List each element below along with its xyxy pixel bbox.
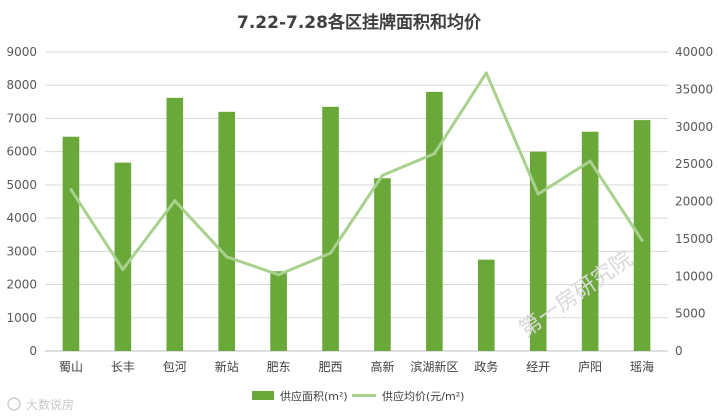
bar-政务 [477,259,495,351]
price-point-肥西 [329,251,333,255]
right-tick-label: 10000 [675,269,713,283]
line-series [69,71,644,277]
left-tick-label: 0 [29,344,37,358]
left-tick-label: 1000 [6,311,37,325]
category-label: 瑶海 [630,359,654,374]
category-label: 肥西 [319,360,343,374]
bar-经开 [529,151,547,351]
category-label: 肥东 [267,360,291,374]
left-tick-label: 4000 [6,211,37,225]
category-label: 政务 [474,359,498,374]
legend: 供应面积(m²) 供应均价(元/m²) [252,389,464,403]
brand-logo-icon [7,397,21,411]
price-point-政务 [484,71,488,75]
price-point-庐阳 [588,159,592,163]
bar-包河 [166,97,184,351]
bar-新站 [218,111,236,351]
bar-蜀山 [62,136,80,351]
left-tick-label: 2000 [6,278,37,292]
category-label: 蜀山 [59,360,83,374]
price-point-肥东 [277,273,281,277]
price-point-高新 [380,173,384,177]
right-tick-label: 30000 [675,120,713,134]
price-point-经开 [536,192,540,196]
right-tick-label: 20000 [675,195,713,209]
right-tick-label: 5000 [675,307,706,321]
price-point-滨湖新区 [432,152,436,156]
bar-肥东 [270,271,287,351]
bar-滨湖新区 [426,91,443,351]
gridlines [45,51,668,319]
bar-瑶海 [633,120,651,351]
right-tick-label: 40000 [675,45,713,59]
legend-label-area: 供应面积(m²) [280,389,348,403]
price-line [69,71,644,277]
right-tick-label: 15000 [675,232,713,246]
bar-高新 [374,178,391,351]
right-tick-label: 25000 [675,157,713,171]
price-point-瑶海 [640,238,644,242]
price-point-长丰 [121,268,125,272]
category-labels: 蜀山 长丰 包河 新站 肥东 肥西 高新 滨湖新区 政务 经开 庐阳 瑶海 [59,359,654,374]
left-tick-label: 9000 [6,45,37,59]
right-axis-ticks: 0 5000 10000 15000 20000 25000 30000 35000 40000 [675,45,713,358]
category-label: 长丰 [111,360,135,374]
brand-logo-text: 大数说房 [26,397,74,412]
right-tick-label: 0 [675,344,683,358]
category-label: 滨湖新区 [410,359,458,374]
chart-title: 7.22-7.28各区挂牌面积和均价 [237,12,482,33]
legend-label-price: 供应均价(元/m²) [382,389,464,403]
right-tick-label: 35000 [675,82,713,96]
left-tick-label: 8000 [6,78,37,92]
bar-庐阳 [581,131,599,351]
left-tick-label: 3000 [6,244,37,258]
price-point-蜀山 [69,188,73,192]
legend-swatch-area [252,391,274,400]
category-label: 新站 [215,359,239,374]
left-tick-label: 5000 [6,178,37,192]
category-label: 庐阳 [578,359,602,374]
left-tick-label: 7000 [6,111,37,125]
price-point-包河 [173,199,177,203]
category-label: 高新 [370,359,394,374]
left-tick-label: 6000 [6,145,37,159]
price-point-新站 [225,255,229,259]
left-axis-ticks: 0 1000 2000 3000 4000 5000 6000 7000 8000 9000 [6,45,37,358]
bar-肥西 [322,106,339,351]
bar-series [62,91,651,351]
category-label: 经开 [526,360,550,374]
category-label: 包河 [163,360,187,374]
brand-logo: 大数说房 [7,397,74,412]
bar-长丰 [114,162,132,351]
